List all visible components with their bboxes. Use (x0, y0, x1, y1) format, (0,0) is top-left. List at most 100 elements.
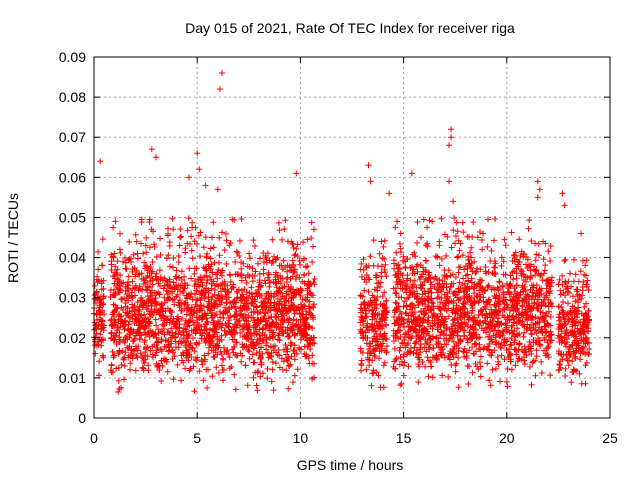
data-point (495, 358, 502, 365)
data-point (357, 309, 364, 316)
data-point (254, 260, 261, 267)
data-point (110, 337, 117, 344)
data-point (114, 271, 121, 278)
data-points (91, 70, 593, 395)
data-point (117, 230, 124, 237)
data-point (238, 272, 245, 279)
data-point (178, 307, 185, 314)
data-point (532, 320, 539, 327)
data-point (283, 367, 290, 374)
data-point (209, 309, 216, 316)
data-point (419, 271, 426, 278)
data-point (583, 312, 590, 319)
data-point (397, 321, 404, 328)
data-point (528, 238, 535, 245)
data-point (240, 315, 247, 322)
data-point (130, 251, 137, 258)
data-point (586, 316, 593, 323)
data-point (278, 355, 285, 362)
data-point (197, 302, 204, 309)
data-point (414, 295, 421, 302)
data-point (206, 332, 213, 339)
data-point (285, 319, 292, 326)
data-point (548, 274, 555, 281)
data-point (259, 329, 266, 336)
data-point (519, 282, 526, 289)
data-point (266, 257, 273, 264)
data-point (415, 354, 422, 361)
data-point (375, 321, 382, 328)
data-point (538, 271, 545, 278)
data-point (466, 296, 473, 303)
data-point (415, 361, 422, 368)
data-point (219, 272, 226, 279)
data-point (197, 229, 204, 236)
data-point (93, 311, 100, 318)
data-point (305, 323, 312, 330)
data-point (500, 258, 507, 265)
data-point (381, 237, 388, 244)
data-point (391, 345, 398, 352)
data-point (230, 349, 237, 356)
data-point (444, 295, 451, 302)
data-point (547, 372, 554, 379)
data-point (302, 263, 309, 270)
data-point (262, 310, 269, 317)
data-point (434, 289, 441, 296)
data-point (424, 224, 431, 231)
data-point (155, 276, 162, 283)
data-point (264, 349, 271, 356)
data-point (153, 270, 160, 277)
data-point (520, 333, 527, 340)
data-point (461, 280, 468, 287)
data-point (145, 265, 152, 272)
data-point (570, 256, 577, 263)
data-point (501, 236, 508, 243)
data-point (558, 335, 565, 342)
data-point (441, 341, 448, 348)
data-point (421, 311, 428, 318)
data-point (139, 364, 146, 371)
data-point (306, 283, 313, 290)
data-point (112, 306, 119, 313)
data-point (563, 330, 570, 337)
data-point (452, 368, 459, 375)
data-point (208, 261, 215, 268)
data-point (423, 258, 430, 265)
data-point (307, 346, 314, 353)
data-point (124, 285, 131, 292)
data-point (117, 249, 124, 256)
data-point (580, 326, 587, 333)
data-point (461, 345, 468, 352)
data-point (269, 358, 276, 365)
data-point (513, 256, 520, 263)
data-point (168, 313, 175, 320)
data-point (309, 340, 316, 347)
data-point (448, 361, 455, 368)
data-point (366, 345, 373, 352)
data-point (464, 339, 471, 346)
data-point (521, 349, 528, 356)
data-point (298, 301, 305, 308)
data-point (573, 348, 580, 355)
data-point (204, 384, 211, 391)
data-point (430, 310, 437, 317)
data-point (537, 308, 544, 315)
data-point (237, 350, 244, 357)
data-point (159, 312, 166, 319)
data-point (267, 307, 274, 314)
data-point (98, 280, 105, 287)
data-point (461, 327, 468, 334)
data-point (383, 308, 390, 315)
data-point (185, 174, 192, 181)
data-point (477, 283, 484, 290)
data-point (402, 309, 409, 316)
data-point (462, 311, 469, 318)
data-point (455, 384, 462, 391)
data-point (291, 268, 298, 275)
data-point (272, 349, 279, 356)
data-point (510, 276, 517, 283)
data-point (243, 343, 250, 350)
data-point (425, 357, 432, 364)
data-point (359, 314, 366, 321)
